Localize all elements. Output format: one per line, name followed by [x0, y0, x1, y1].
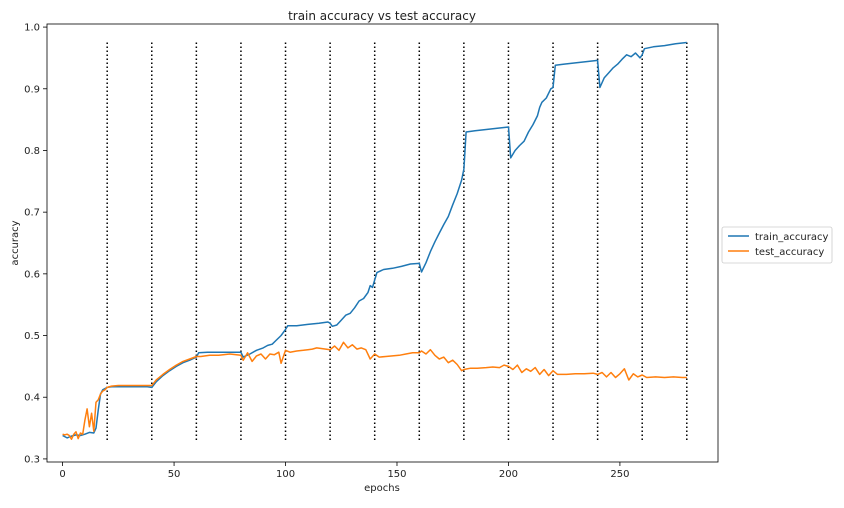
legend-label-train: train_accuracy [755, 232, 828, 243]
x-tick-label: 200 [499, 469, 518, 480]
y-tick-label: 0.3 [24, 454, 40, 465]
y-tick-label: 0.4 [24, 393, 40, 404]
x-tick-label: 50 [168, 469, 181, 480]
y-axis-label: accuracy [10, 220, 21, 265]
legend-label-test: test_accuracy [755, 247, 824, 258]
y-axis-ticks: 0.3 0.4 0.5 0.6 0.7 0.8 0.9 1.0 [24, 23, 47, 465]
y-tick-label: 0.9 [24, 84, 40, 95]
x-axis-ticks: 0 50 100 150 200 250 [59, 462, 629, 480]
legend-box [721, 226, 833, 264]
vertical-marker-lines [106, 42, 688, 441]
y-tick-label: 0.5 [24, 331, 40, 342]
series-layer [62, 41, 687, 440]
plot-frame [46, 23, 719, 463]
x-axis-label: epochs [364, 483, 400, 494]
x-tick-label: 0 [59, 469, 65, 480]
y-tick-label: 0.7 [24, 208, 40, 219]
x-tick-label: 150 [387, 469, 406, 480]
series-line-train-accuracy [62, 41, 687, 439]
y-tick-label: 0.8 [24, 146, 40, 157]
x-tick-label: 100 [276, 469, 295, 480]
y-tick-label: 1.0 [24, 23, 40, 34]
x-tick-label: 250 [610, 469, 629, 480]
series-line-test-accuracy [62, 341, 687, 440]
legend: train_accuracy test_accuracy [721, 226, 833, 264]
y-tick-label: 0.6 [24, 269, 40, 280]
chart-title: train accuracy vs test accuracy [288, 9, 476, 23]
